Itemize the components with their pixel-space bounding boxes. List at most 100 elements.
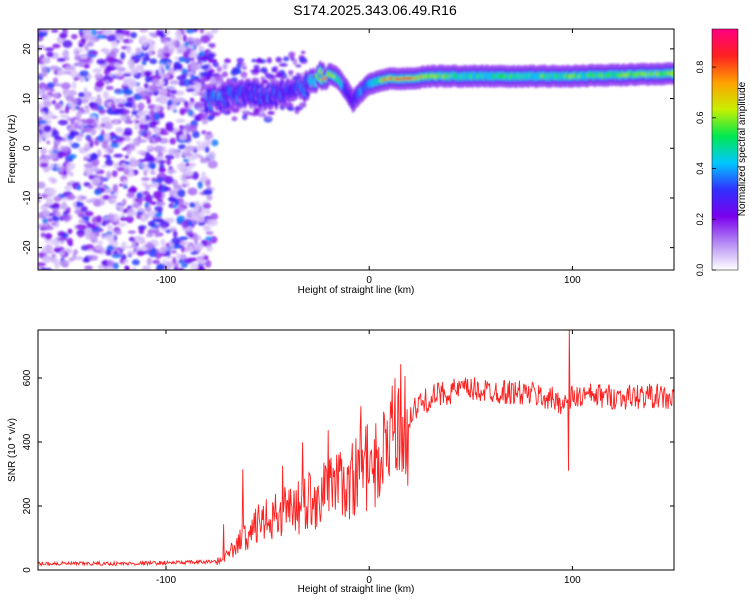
spectrogram-noise-blob <box>135 213 143 220</box>
spectrogram-noise-blob <box>148 49 153 57</box>
spectrogram-noise-blob <box>260 76 266 81</box>
spectrogram-noise-blob <box>207 160 218 169</box>
spectrogram-noise-blob <box>138 122 145 130</box>
spectrogram-noise-blob <box>147 220 156 227</box>
spectrogram-noise-blob <box>94 198 102 205</box>
spectrogram-noise-blob <box>102 194 110 201</box>
snr-y-tick-label: 0 <box>22 567 33 573</box>
spectrogram-noise-blob <box>163 30 171 35</box>
spectrogram-noise-blob <box>119 245 127 249</box>
spectrogram-noise-blob <box>210 139 219 147</box>
spectrogram-noise-blob <box>168 47 174 55</box>
spectrogram-noise-blob <box>75 224 87 230</box>
spectrogram-noise-blob <box>198 45 205 52</box>
spectrogram-noise-blob <box>141 265 151 270</box>
spectrogram-noise-blob <box>96 93 101 102</box>
spectrogram-x-tick-label: 0 <box>366 275 372 286</box>
spectrogram-noise-blob <box>148 121 157 129</box>
spectrogram-noise-blob <box>202 224 212 232</box>
spectrogram-noise-blob <box>182 51 190 59</box>
spectrogram-noise-blob <box>84 64 90 69</box>
spectrogram-noise-blob <box>241 110 251 114</box>
spectrogram-noise-blob <box>186 257 197 262</box>
spectrogram-noise-blob <box>196 144 202 152</box>
spectrogram-noise-blob <box>211 29 219 34</box>
spectrogram-noise-blob <box>94 137 100 146</box>
spectrogram-noise-blob <box>42 100 52 107</box>
spectrogram-noise-blob <box>240 71 248 79</box>
spectrogram-noise-blob <box>47 217 54 222</box>
spectrogram-noise-blob <box>165 242 170 248</box>
spectrogram-noise-blob <box>97 240 104 245</box>
spectrogram-noise-blob <box>134 235 142 241</box>
spectrogram-noise-blob <box>166 158 172 166</box>
spectrogram-noise-blob <box>59 251 66 256</box>
spectrogram-y-tick-label: -20 <box>22 240 33 255</box>
spectrogram-noise-blob <box>138 158 147 163</box>
spectrogram-x-tick-label: 100 <box>564 275 581 286</box>
spectrogram-noise-blob <box>78 48 84 53</box>
spectrogram-noise-blob <box>102 29 110 36</box>
spectrogram-noise-blob <box>46 51 54 58</box>
spectrogram-noise-blob <box>145 151 150 158</box>
spectrogram-noise-blob <box>158 167 167 173</box>
spectrogram-noise-blob <box>128 186 138 192</box>
spectrogram-noise-blob <box>43 167 50 173</box>
spectrogram-noise-blob <box>173 208 181 216</box>
spectrogram-noise-blob <box>188 162 196 167</box>
spectrogram-noise-blob <box>286 106 295 111</box>
spectrogram-noise-blob <box>67 194 76 201</box>
spectrogram-noise-blob <box>177 189 186 198</box>
spectrogram-noise-blob <box>144 194 153 203</box>
spectrogram-noise-blob <box>178 236 189 241</box>
spectrogram-noise-blob <box>67 228 73 235</box>
spectrogram-noise-blob <box>135 47 142 55</box>
snr-y-tick-label: 600 <box>22 369 33 386</box>
spectrogram-noise-blob <box>101 221 107 227</box>
spectrogram-noise-blob <box>73 249 78 255</box>
colorbar-tick-label: 0.2 <box>695 213 705 226</box>
spectrogram-noise-blob <box>131 267 137 270</box>
spectrogram-noise-blob <box>139 90 149 97</box>
spectrogram-y-tick-label: 0 <box>22 145 33 151</box>
spectrogram-noise-blob <box>96 215 103 223</box>
spectrogram-noise-blob <box>139 239 146 245</box>
spectrogram-noise-blob <box>154 229 161 238</box>
spectrogram-noise-blob <box>62 40 73 48</box>
spectrogram-noise-blob <box>65 65 76 72</box>
spectrogram-noise-blob <box>46 82 55 89</box>
spectrogram-noise-blob <box>175 35 183 42</box>
spectrogram-noise-blob <box>128 38 134 44</box>
snr-x-tick-label: -100 <box>156 575 176 586</box>
spectrogram-noise-blob <box>136 250 145 256</box>
spectrogram-noise-blob <box>83 163 94 169</box>
spectrogram-noise-blob <box>50 222 57 226</box>
spectrogram-noise-blob <box>172 41 179 47</box>
spectrogram-noise-blob <box>83 167 94 176</box>
spectrogram-noise-blob <box>153 112 160 121</box>
spectrogram-noise-blob <box>54 261 60 270</box>
spectrogram-noise-blob <box>144 184 151 191</box>
spectrogram-noise-blob <box>82 34 90 39</box>
spectrogram-noise-blob <box>182 158 190 163</box>
spectrogram-noise-blob <box>52 216 60 222</box>
spectrogram-noise-blob <box>112 262 119 270</box>
colorbar-tick-label: 0.0 <box>695 264 705 277</box>
spectrogram-noise-blob <box>75 50 80 55</box>
spectrogram-noise-blob <box>102 75 112 82</box>
spectrogram-noise-blob <box>275 72 283 78</box>
spectrogram-noise-blob <box>175 98 186 103</box>
spectrogram-noise-blob <box>129 159 138 168</box>
spectrogram-noise-blob <box>83 45 89 49</box>
spectrogram-noise-blob <box>176 75 187 81</box>
spectrogram-noise-blob <box>208 42 216 49</box>
spectrogram-noise-blob <box>103 190 113 194</box>
spectrogram-noise-blob <box>75 136 83 142</box>
spectrogram-y-tick-label: 10 <box>22 93 33 105</box>
spectrogram-noise-blob <box>152 190 163 200</box>
spectrogram-noise-blob <box>73 77 78 81</box>
spectrogram-noise-blob <box>190 251 199 255</box>
spectrogram-noise-blob <box>197 180 203 189</box>
spectrogram-noise-blob <box>74 106 81 110</box>
